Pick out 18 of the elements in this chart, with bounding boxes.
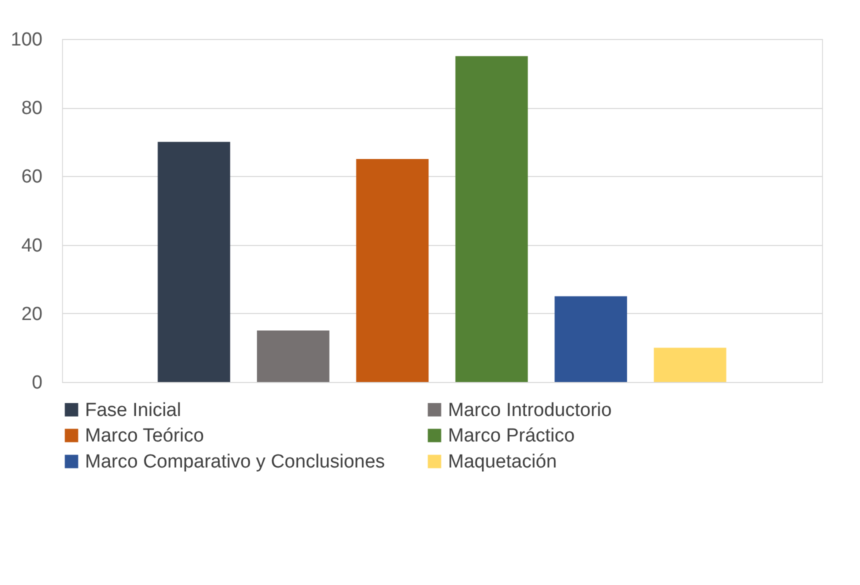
- y-tick-label: 0: [32, 372, 42, 394]
- y-tick-label: 100: [10, 30, 42, 50]
- y-tick-label: 20: [21, 304, 42, 325]
- bar: [256, 330, 330, 382]
- bar: [356, 159, 429, 382]
- legend-label: Marco Práctico: [448, 426, 575, 446]
- bar: [554, 296, 628, 382]
- y-tick-label: 80: [21, 98, 42, 120]
- legend-label: Marco Teórico: [85, 426, 204, 446]
- bar: [158, 142, 230, 382]
- legend-label: Fase Inicial: [85, 400, 182, 421]
- bar: [654, 348, 726, 382]
- bar: [455, 56, 528, 382]
- y-tick-label: 40: [21, 235, 42, 256]
- legend-label: Maquetación: [448, 452, 557, 472]
- legend-label: Marco Comparativo y Conclusiones: [85, 452, 385, 472]
- y-tick-label: 60: [21, 166, 42, 188]
- legend-label: Marco Introductorio: [448, 400, 612, 421]
